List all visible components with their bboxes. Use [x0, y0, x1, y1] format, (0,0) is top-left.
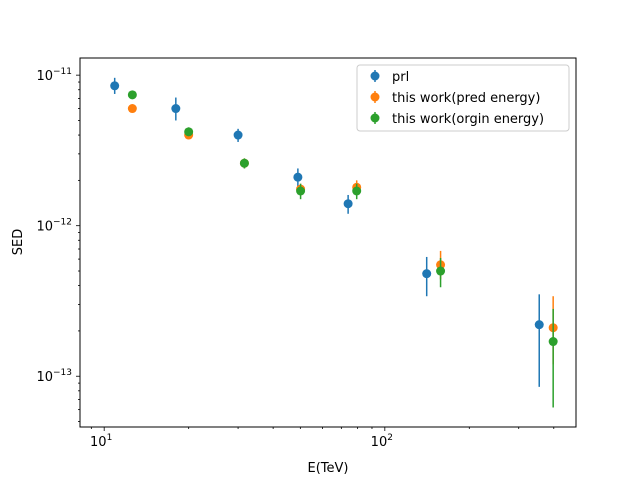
x-tick-label: 101	[90, 433, 112, 450]
data-point	[233, 130, 243, 140]
legend: prl this work(pred energy) this work(orgin…	[356, 64, 570, 132]
legend-marker	[370, 92, 380, 102]
data-point	[127, 104, 137, 114]
chart-marks	[110, 77, 558, 408]
series-1	[110, 77, 544, 387]
y-axis-label: SED	[11, 229, 26, 255]
data-point	[436, 266, 446, 276]
data-point	[127, 90, 137, 100]
y-tick-label: 10−11	[36, 67, 72, 84]
series-3	[127, 90, 558, 408]
x-axis-label: E(TeV)	[308, 461, 349, 476]
legend-marker	[370, 71, 380, 81]
y-axis-ticks: 10−13 10−12 10−11	[36, 67, 80, 422]
legend-label: this work(orgin energy)	[392, 112, 544, 127]
data-point	[110, 81, 120, 91]
data-point	[171, 104, 181, 114]
x-tick-label: 102	[371, 433, 393, 450]
y-tick-label: 10−13	[36, 368, 72, 385]
data-point	[548, 337, 558, 347]
data-point	[293, 172, 303, 182]
data-point	[239, 158, 249, 168]
data-point	[352, 186, 362, 196]
data-point	[184, 127, 194, 137]
data-point	[343, 199, 353, 209]
legend-label: prl	[392, 70, 409, 85]
data-point	[296, 186, 306, 196]
legend-label: this work(pred energy)	[392, 91, 540, 106]
legend-box	[356, 64, 570, 132]
axes-frame	[79, 57, 577, 428]
data-point	[534, 320, 544, 330]
legend-marker	[370, 113, 380, 123]
x-axis-ticks: 101 102	[90, 427, 555, 450]
data-point	[422, 269, 432, 279]
y-tick-label: 10−12	[36, 218, 72, 235]
